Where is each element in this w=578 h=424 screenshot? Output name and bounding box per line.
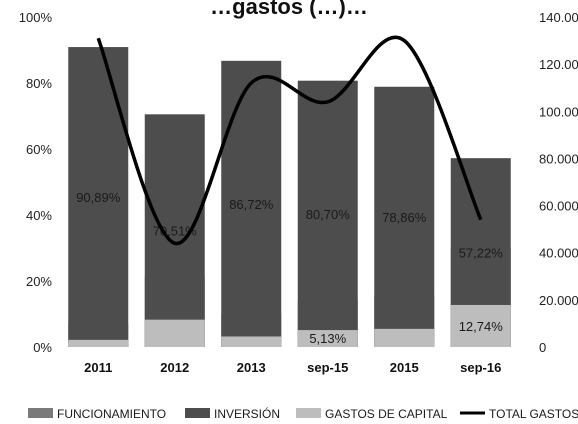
bar-gastos-de-capital-2012 bbox=[144, 319, 205, 347]
left-tick-label: 80% bbox=[26, 76, 52, 91]
category-label: 2012 bbox=[160, 360, 189, 375]
left-tick-label: 40% bbox=[26, 208, 52, 223]
data-label-sep-15: 5,13% bbox=[309, 331, 346, 346]
bar-gastos-de-capital-sep-16 bbox=[450, 304, 511, 347]
left-tick-label: 20% bbox=[26, 274, 52, 289]
bar-inversi-n-sep-15 bbox=[297, 80, 358, 347]
bar-inversi-n-2012 bbox=[144, 114, 205, 347]
legend-label-gastos-de-capital: GASTOS DE CAPITAL bbox=[325, 407, 448, 421]
right-tick-label: 0 bbox=[539, 340, 546, 355]
right-tick-label: 120.000 bbox=[539, 57, 578, 72]
bar-gastos-de-capital-sep-15 bbox=[297, 330, 358, 347]
left-tick-label: 60% bbox=[26, 142, 52, 157]
bar-inversi-n-2011 bbox=[68, 47, 129, 348]
left-axis: 0% 20% 40% 60% 80% 100% bbox=[19, 10, 53, 355]
right-tick-label: 40.000 bbox=[539, 246, 578, 261]
bar-gastos-de-capital-2013 bbox=[221, 336, 282, 347]
right-tick-label: 60.000 bbox=[539, 199, 578, 214]
legend-label-funcionamiento: FUNCIONAMIENTO bbox=[57, 407, 166, 421]
legend-swatch-funcionamiento bbox=[28, 408, 53, 418]
bar-inversi-n-2013 bbox=[221, 60, 282, 347]
data-label-sep-16: 12,74% bbox=[459, 319, 504, 334]
category-label: sep-16 bbox=[460, 360, 501, 375]
data-label-2011: 90,89% bbox=[76, 190, 121, 205]
category-label: sep-15 bbox=[307, 360, 348, 375]
data-label-2015: 78,86% bbox=[382, 210, 427, 225]
data-label-sep-16: 57,22% bbox=[459, 246, 504, 261]
data-label-sep-15: 80,70% bbox=[306, 207, 351, 222]
left-tick-label: 100% bbox=[19, 10, 53, 25]
left-tick-label: 0% bbox=[33, 340, 52, 355]
category-label: 2013 bbox=[237, 360, 266, 375]
right-axis: 0 20.000 40.000 60.000 80.000 100.000 120.000 1… bbox=[539, 10, 578, 355]
plot-area: 6,95%90,89%21,21%70,51%10,09%86,72%14,17… bbox=[68, 35, 511, 348]
chart-title: …gastos (…)… bbox=[210, 0, 368, 19]
category-label: 2011 bbox=[84, 360, 112, 375]
right-tick-label: 80.000 bbox=[539, 151, 578, 166]
right-tick-label: 140.000 bbox=[539, 10, 578, 25]
total-gastos-line bbox=[96, 35, 483, 246]
legend: FUNCIONAMIENTO INVERSIÓN GASTOS DE CAPITAL… bbox=[28, 406, 578, 421]
right-tick-label: 100.000 bbox=[539, 104, 578, 119]
bar-gastos-de-capital-2015 bbox=[374, 328, 435, 347]
bar-gastos-de-capital-2011 bbox=[68, 339, 129, 347]
legend-label-inversi-n: INVERSIÓN bbox=[214, 406, 280, 421]
right-tick-label: 20.000 bbox=[539, 293, 578, 308]
legend-label-total-gastos: TOTAL GASTOS bbox=[489, 407, 578, 421]
bar-inversi-n-2015 bbox=[374, 86, 435, 348]
data-label-2013: 86,72% bbox=[229, 197, 274, 212]
category-label: 2015 bbox=[390, 360, 419, 375]
legend-swatch-gastos-de-capital bbox=[296, 408, 321, 418]
legend-swatch-inversi-n bbox=[185, 408, 210, 418]
x-axis: 2011 2012 2013 sep-15 2015 sep-16 bbox=[84, 360, 501, 375]
